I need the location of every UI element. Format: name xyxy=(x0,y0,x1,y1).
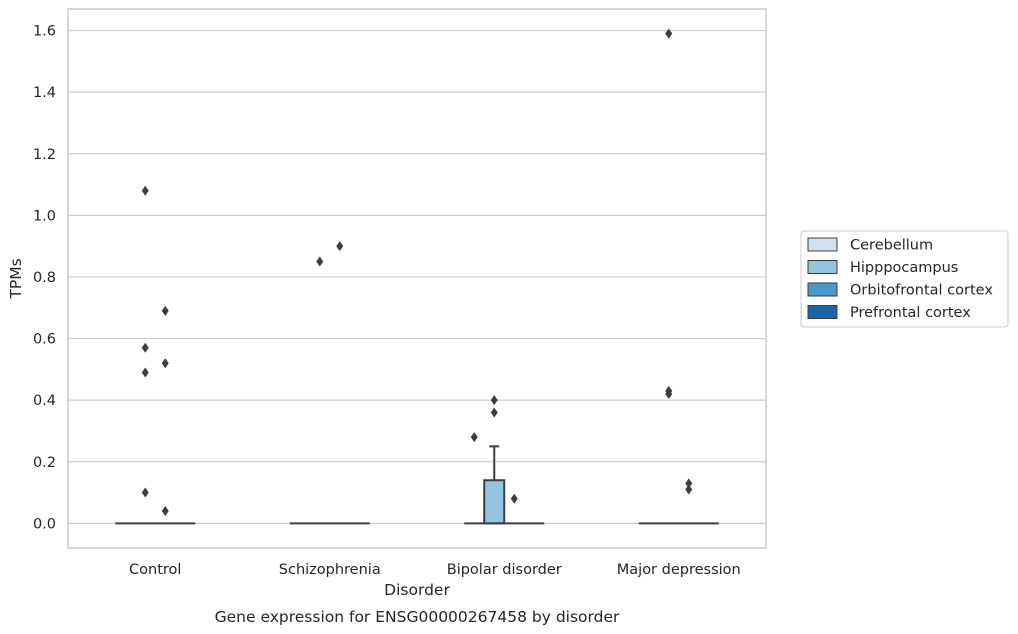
legend-swatch xyxy=(807,305,838,319)
x-tick-label: Control xyxy=(129,562,181,578)
legend-item: Orbitofrontal cortex xyxy=(807,282,993,299)
outlier-point xyxy=(161,358,169,369)
legend-item: Hipppocampus xyxy=(807,260,958,276)
y-tick-label: 0.2 xyxy=(33,455,56,471)
legend: Cerebellum Hipppocampus Orbitofrontal cort… xyxy=(800,230,1009,328)
legend-label: Hipppocampus xyxy=(850,260,958,276)
outlier-point xyxy=(685,484,693,495)
x-tick-label: Major depression xyxy=(617,562,741,578)
legend-frame xyxy=(800,230,1009,328)
outlier-point xyxy=(161,305,169,316)
outlier-point xyxy=(665,28,673,39)
y-axis-label: TPMs xyxy=(7,258,25,299)
outlier-point xyxy=(510,493,518,504)
x-tick-label: Schizophrenia xyxy=(279,562,381,578)
y-tick-labels: 0.0 0.2 0.4 0.6 0.8 1.0 1.2 1.4 1.6 xyxy=(33,24,56,533)
outlier-point xyxy=(685,478,693,489)
box-plots xyxy=(115,445,719,525)
y-tick-label: 1.0 xyxy=(33,208,56,224)
chart-caption: Gene expression for ENSG00000267458 by d… xyxy=(215,608,620,626)
y-tick-label: 0.4 xyxy=(33,393,56,409)
outlier-point xyxy=(161,506,169,517)
legend-label: Orbitofrontal cortex xyxy=(850,283,993,299)
legend-item: Prefrontal cortex xyxy=(807,305,971,321)
x-tick-label: Bipolar disorder xyxy=(447,562,562,578)
x-tick-labels: Control Schizophrenia Bipolar disorder Majo… xyxy=(129,562,741,578)
outlier-point xyxy=(470,432,478,443)
outlier-point xyxy=(141,185,149,196)
outlier-point xyxy=(141,487,149,498)
legend-label: Cerebellum xyxy=(850,238,933,254)
outlier-point xyxy=(316,256,324,267)
legend-swatch xyxy=(807,282,838,297)
outlier-points xyxy=(141,28,693,517)
legend-item: Cerebellum xyxy=(807,237,933,254)
x-axis-label: Disorder xyxy=(384,581,450,599)
outlier-point xyxy=(490,395,498,406)
y-tick-label: 0.6 xyxy=(33,332,56,348)
legend-swatch xyxy=(807,237,838,252)
y-tick-label: 1.6 xyxy=(33,24,56,40)
legend-label: Prefrontal cortex xyxy=(850,305,971,321)
box-body xyxy=(483,479,506,525)
y-tick-label: 0.0 xyxy=(33,516,56,532)
outlier-point xyxy=(141,342,149,353)
legend-swatch xyxy=(807,260,838,274)
y-tick-label: 0.8 xyxy=(33,270,56,286)
outlier-point xyxy=(336,241,344,252)
y-tick-label: 1.2 xyxy=(33,147,56,163)
outlier-point xyxy=(141,367,149,378)
plot-frame xyxy=(67,8,767,549)
y-tick-label: 1.4 xyxy=(33,85,56,101)
box-hipppocampus xyxy=(483,445,506,525)
outlier-point xyxy=(490,407,498,418)
legend-items: Cerebellum Hipppocampus Orbitofrontal cort… xyxy=(807,237,993,321)
grid-lines xyxy=(68,29,766,524)
outlier-point xyxy=(665,389,673,399)
